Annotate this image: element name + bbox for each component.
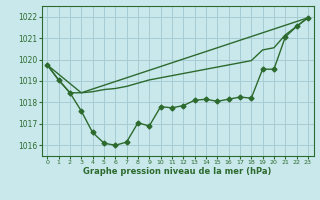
X-axis label: Graphe pression niveau de la mer (hPa): Graphe pression niveau de la mer (hPa) — [84, 167, 272, 176]
